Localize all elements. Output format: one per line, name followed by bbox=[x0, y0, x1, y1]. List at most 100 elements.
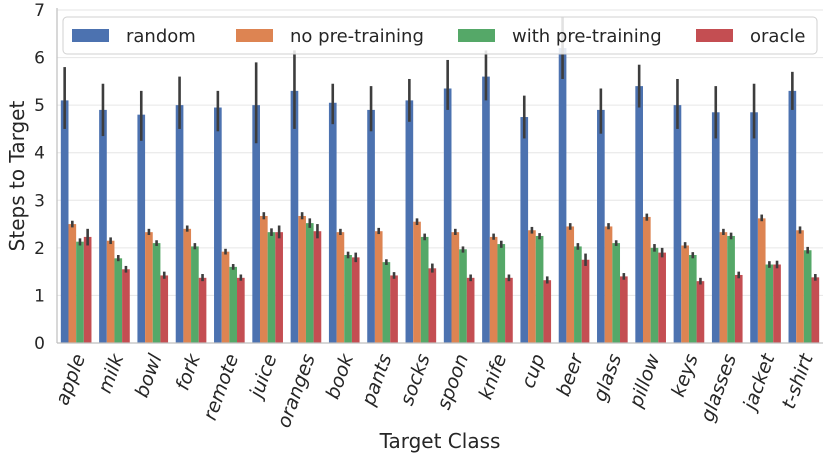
bar-apple-no-pre-training bbox=[68, 224, 77, 343]
x-tick-label-pants: pants bbox=[357, 351, 396, 409]
x-tick-label-glass: glass bbox=[589, 351, 626, 404]
bar-milk-no-pre-training bbox=[106, 240, 115, 343]
x-tick-label-apple: apple bbox=[51, 351, 90, 408]
bar-spoon-no-pre-training bbox=[451, 232, 460, 343]
bar-remote-no-pre-training bbox=[221, 251, 230, 343]
bar-jacket-random bbox=[750, 112, 758, 344]
legend-swatch bbox=[72, 29, 109, 42]
bar-oranges-no-pre-training bbox=[298, 215, 306, 343]
legend-item-with-pre-training[interactable]: with pre-training bbox=[458, 26, 662, 47]
bar-knife-no-pre-training bbox=[489, 236, 498, 343]
bar-glasses-with-pre-training bbox=[727, 235, 735, 343]
bar-juice-no-pre-training bbox=[259, 215, 268, 343]
x-tick-label-bowl: bowl bbox=[131, 350, 167, 400]
bar-keys-random bbox=[673, 105, 682, 344]
bar-glasses-random bbox=[711, 112, 720, 344]
x-tick-label-beer: beer bbox=[552, 350, 588, 399]
legend: random no pre-training with pre-training or… bbox=[62, 16, 818, 55]
bar-jacket-oracle bbox=[773, 264, 781, 343]
bar-cup-random bbox=[520, 117, 529, 344]
bar-book-no-pre-training bbox=[336, 232, 345, 343]
legend-item-random[interactable]: random bbox=[72, 26, 196, 47]
y-tick-label: 6 bbox=[34, 49, 45, 69]
bar-fork-with-pre-training bbox=[191, 246, 199, 343]
bar-t-shirt-no-pre-training bbox=[796, 230, 804, 343]
x-tick-label-knife: knife bbox=[475, 351, 512, 402]
bar-jacket-with-pre-training bbox=[765, 264, 774, 343]
bar-apple-with-pre-training bbox=[76, 241, 84, 343]
legend-item-no-pre-training[interactable]: no pre-training bbox=[236, 26, 424, 47]
bar-glass-random bbox=[597, 109, 605, 344]
bar-milk-random bbox=[99, 109, 107, 344]
bar-keys-no-pre-training bbox=[681, 245, 689, 343]
x-tick-label-socks: socks bbox=[396, 351, 435, 408]
bar-beer-oracle bbox=[581, 259, 590, 343]
bar-juice-with-pre-training bbox=[267, 232, 276, 343]
bar-spoon-random bbox=[443, 88, 452, 343]
bar-bowl-with-pre-training bbox=[152, 243, 161, 343]
x-tick-label-spoon: spoon bbox=[433, 351, 473, 412]
bar-bowl-no-pre-training bbox=[145, 232, 153, 343]
bar-beer-random bbox=[558, 48, 567, 344]
x-tick-label-book: book bbox=[322, 350, 359, 402]
bar-jacket-no-pre-training bbox=[757, 218, 766, 343]
x-tick-label-fork: fork bbox=[172, 350, 206, 393]
x-tick-label-remote: remote bbox=[199, 351, 243, 423]
legend-swatch bbox=[236, 29, 273, 42]
legend-item-oracle[interactable]: oracle bbox=[696, 26, 805, 47]
bar-t-shirt-with-pre-training bbox=[803, 250, 812, 343]
x-tick-label-pillow: pillow bbox=[625, 351, 665, 412]
y-tick-label: 5 bbox=[34, 96, 45, 116]
y-axis-label: Steps to Target bbox=[5, 101, 29, 252]
bar-t-shirt-oracle bbox=[811, 277, 820, 343]
bar-pants-random bbox=[367, 109, 375, 344]
y-tick-label: 7 bbox=[34, 1, 45, 21]
bar-cup-no-pre-training bbox=[528, 230, 536, 343]
bar-fork-random bbox=[175, 105, 184, 344]
bar-cup-oracle bbox=[543, 280, 552, 343]
x-tick-label-juice: juice bbox=[245, 351, 282, 403]
bar-cup-with-pre-training bbox=[535, 235, 544, 343]
bar-socks-no-pre-training bbox=[413, 221, 421, 343]
legend-label: with pre-training bbox=[512, 26, 662, 47]
x-axis-label: Target Class bbox=[379, 429, 501, 453]
bar-keys-oracle bbox=[696, 281, 705, 343]
bar-keys-with-pre-training bbox=[688, 254, 697, 343]
y-tick-label: 4 bbox=[34, 144, 45, 164]
bar-pants-no-pre-training bbox=[374, 231, 383, 343]
y-tick-label: 1 bbox=[34, 286, 45, 306]
bar-milk-oracle bbox=[122, 269, 130, 343]
bar-glasses-no-pre-training bbox=[719, 232, 728, 343]
legend-swatch bbox=[696, 29, 733, 42]
legend-label: no pre-training bbox=[290, 26, 424, 47]
legend-swatch bbox=[458, 29, 495, 42]
bar-oranges-random bbox=[290, 90, 299, 343]
bar-beer-no-pre-training bbox=[566, 226, 575, 343]
bar-beer-with-pre-training bbox=[574, 246, 582, 343]
bar-juice-oracle bbox=[275, 232, 283, 343]
bar-oranges-oracle bbox=[313, 231, 322, 343]
gridlines bbox=[57, 9, 823, 344]
bar-spoon-oracle bbox=[466, 277, 475, 343]
x-tick-label-milk: milk bbox=[94, 350, 129, 396]
bar-socks-with-pre-training bbox=[420, 236, 429, 343]
bar-glass-no-pre-training bbox=[604, 226, 613, 343]
bar-knife-random bbox=[482, 76, 490, 343]
bar-pillow-with-pre-training bbox=[650, 247, 659, 343]
bar-knife-with-pre-training bbox=[497, 244, 506, 343]
legend-box bbox=[62, 16, 818, 55]
bar-pillow-random bbox=[635, 86, 643, 343]
bar-bowl-random bbox=[137, 114, 146, 344]
bar-apple-random bbox=[60, 100, 69, 343]
bars bbox=[60, 48, 820, 344]
bar-fork-oracle bbox=[198, 277, 207, 343]
bar-socks-random bbox=[405, 100, 414, 343]
bar-pants-oracle bbox=[390, 275, 398, 343]
y-tick-label: 2 bbox=[34, 239, 45, 259]
bar-remote-oracle bbox=[237, 277, 245, 343]
bar-remote-random bbox=[214, 107, 222, 344]
bar-milk-with-pre-training bbox=[114, 258, 123, 343]
y-tick-label: 0 bbox=[34, 334, 45, 354]
